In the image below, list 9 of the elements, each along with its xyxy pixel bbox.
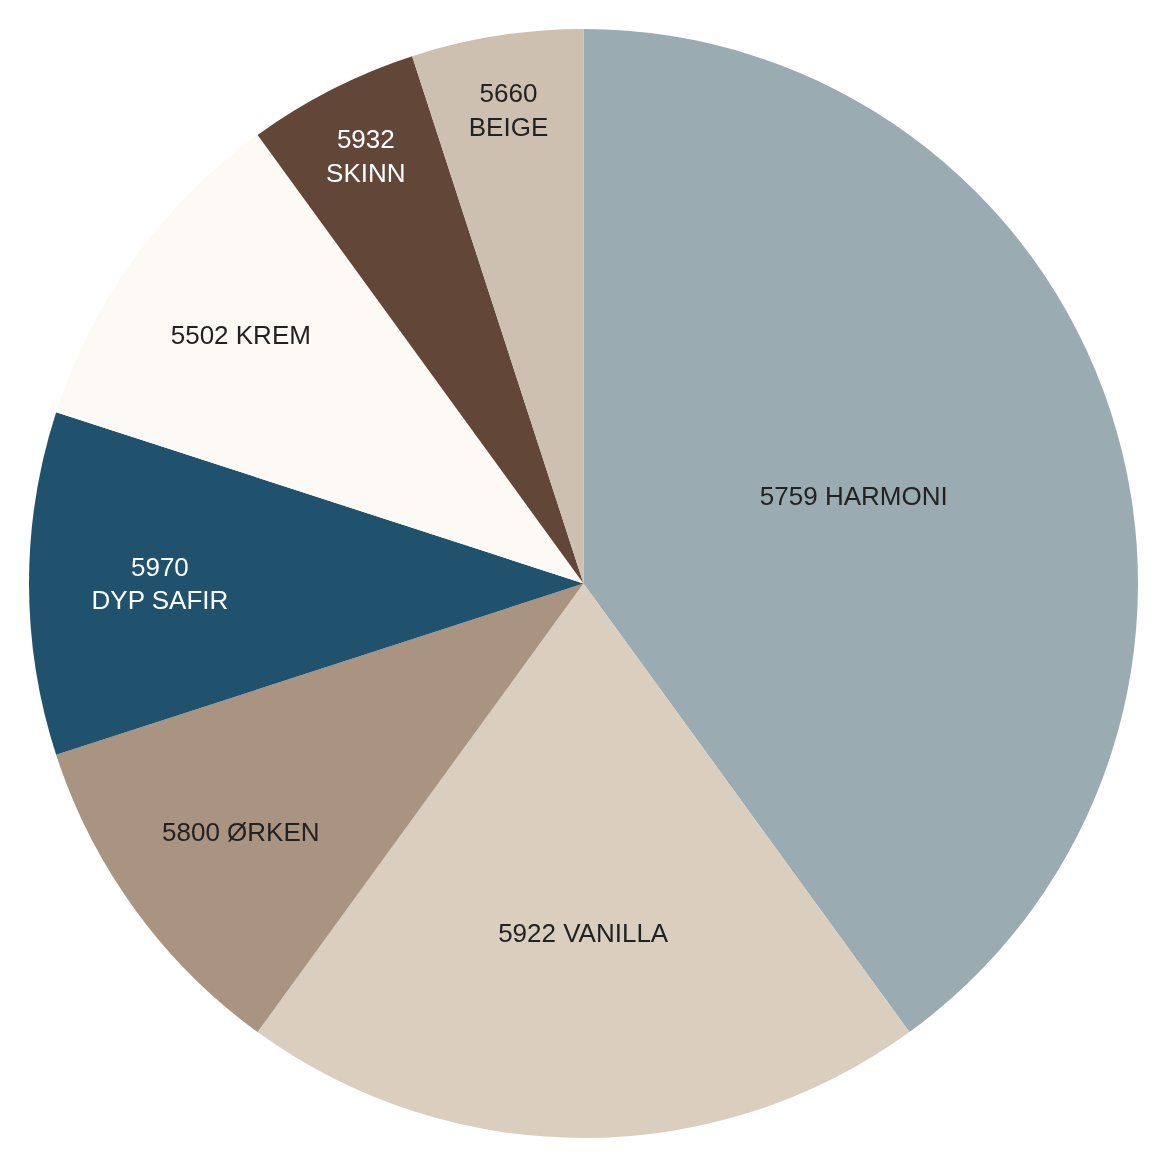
slice-label: 5932 SKINN <box>326 124 406 189</box>
pie-slice <box>30 412 584 755</box>
slice-label: 5502 KREM <box>170 319 311 350</box>
slice-label: 5922 VANILLA <box>498 917 669 948</box>
slice-label: 5660 BEIGE <box>468 78 549 142</box>
slice-label: 5970 DYP SAFIR <box>91 551 229 616</box>
pie-slice <box>412 29 584 584</box>
slice-label: 5800 ØRKEN <box>162 817 320 848</box>
slice-label: 5759 HARMONI <box>759 480 948 511</box>
